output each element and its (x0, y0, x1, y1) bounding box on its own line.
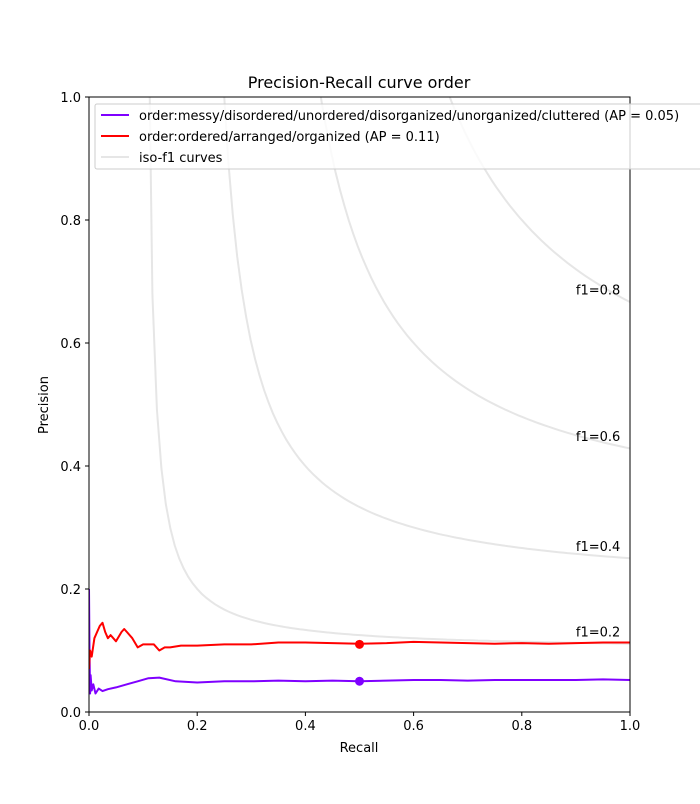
y-tick-label: 0.6 (60, 337, 81, 352)
legend-label: order:messy/disordered/unordered/disorga… (139, 109, 679, 124)
legend-box (94, 103, 700, 170)
iso-f1-label: f1=0.8 (576, 284, 620, 299)
y-tick-label: 0.8 (60, 214, 81, 229)
plot-frame (88, 96, 631, 713)
x-tick-label: 0.2 (187, 719, 208, 734)
iso-f1-label: f1=0.6 (576, 430, 620, 445)
iso-f1-curve (319, 97, 630, 450)
y-tick-label: 0.4 (60, 460, 81, 475)
series-marker (355, 639, 364, 649)
iso-f1-curve (148, 97, 630, 645)
series-marker (355, 676, 364, 686)
y-tick-label: 1.0 (60, 91, 81, 106)
x-axis-label: Recall (340, 741, 379, 756)
y-tick-label: 0.0 (60, 706, 81, 721)
y-axis-ticks: 0.0 0.2 0.4 0.6 0.8 1.0 (60, 91, 89, 721)
iso-f1-label: f1=0.2 (576, 625, 620, 640)
iso-f1-label: f1=0.4 (576, 540, 620, 555)
series-line (89, 588, 630, 695)
iso-f1-label-layer: f1=0.2 f1=0.4 f1=0.6 f1=0.8 (576, 284, 620, 641)
series-layer (89, 588, 630, 695)
legend-label: iso-f1 curves (139, 151, 223, 166)
x-tick-label: 0.0 (79, 719, 100, 734)
chart-title: Precision-Recall curve order (248, 73, 471, 92)
marker-layer (355, 639, 364, 686)
x-tick-label: 0.4 (295, 719, 316, 734)
x-tick-label: 0.6 (403, 719, 424, 734)
legend-label: order:ordered/arranged/organized (AP = 0… (139, 130, 440, 145)
iso-f1-curve (223, 97, 630, 560)
y-tick-label: 0.2 (60, 583, 81, 598)
x-tick-label: 0.8 (511, 719, 532, 734)
legend: order:messy/disordered/unordered/disorga… (94, 103, 700, 170)
series-line (89, 621, 630, 670)
y-axis-label: Precision (37, 376, 52, 434)
iso-f1-layer (148, 97, 630, 645)
x-tick-label: 1.0 (620, 719, 641, 734)
x-axis-ticks: 0.0 0.2 0.4 0.6 0.8 1.0 (79, 712, 641, 734)
